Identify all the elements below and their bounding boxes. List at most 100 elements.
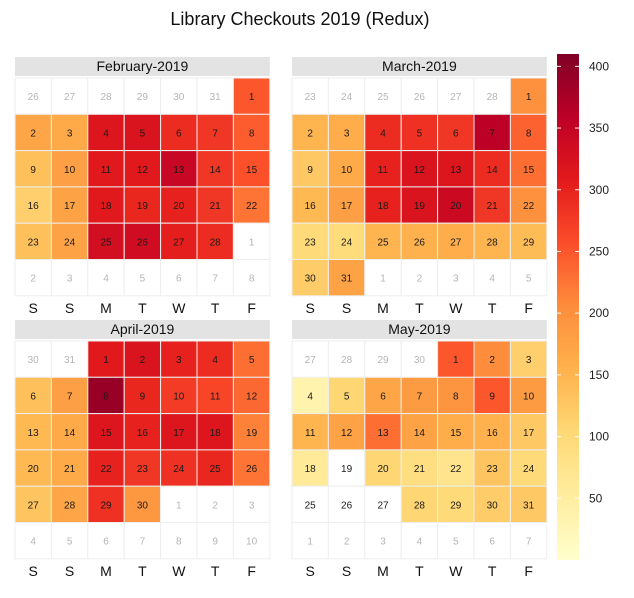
day-label: 19 — [137, 201, 149, 212]
day-cell — [50, 150, 89, 188]
day-cell — [364, 522, 402, 560]
day-cell — [327, 522, 366, 560]
colorbar-tick-label: 400 — [589, 59, 609, 73]
day-label: 1 — [453, 355, 459, 366]
day-label: 15 — [100, 428, 112, 439]
day-label: 2 — [307, 128, 313, 139]
colorbar-gradient — [557, 54, 579, 560]
day-label: 14 — [210, 165, 222, 176]
day-cell — [437, 77, 475, 115]
day-label: 6 — [30, 391, 36, 402]
day-label: 21 — [64, 464, 76, 475]
day-label: 5 — [453, 537, 459, 548]
day-label: 31 — [341, 274, 353, 285]
day-label: 9 — [212, 537, 218, 548]
day-cell — [473, 522, 511, 560]
day-label: 26 — [341, 500, 353, 511]
day-label: 29 — [450, 500, 462, 511]
colorbar-tick-label: 100 — [589, 430, 609, 444]
day-label: 12 — [137, 165, 149, 176]
day-label: 26 — [246, 464, 258, 475]
day-label: 17 — [173, 428, 185, 439]
day-label: 11 — [305, 428, 316, 439]
day-cell — [232, 340, 271, 378]
panel-strip — [292, 320, 547, 339]
day-label: 23 — [487, 464, 499, 475]
day-cell — [50, 222, 89, 260]
day-cell — [87, 113, 125, 152]
day-label: 27 — [64, 92, 76, 103]
day-label: 26 — [28, 92, 40, 103]
day-label: 3 — [67, 274, 73, 285]
day-label: 18 — [305, 464, 317, 475]
day-label: 13 — [377, 428, 389, 439]
day-cell — [123, 522, 162, 560]
day-label: 7 — [526, 537, 532, 548]
day-cell — [50, 259, 89, 297]
day-label: 5 — [140, 274, 146, 285]
weekday-label: S — [65, 563, 74, 579]
day-label: 1 — [380, 274, 386, 285]
day-label: 14 — [414, 428, 426, 439]
day-label: 28 — [100, 92, 112, 103]
day-label: 8 — [249, 128, 255, 139]
day-cell — [291, 113, 329, 152]
day-cell — [364, 259, 402, 297]
weekday-label: S — [65, 300, 74, 316]
day-label: 5 — [526, 274, 532, 285]
weekday-label: S — [29, 563, 38, 579]
day-cell — [50, 485, 89, 524]
day-cell — [327, 113, 366, 152]
day-label: 15 — [246, 165, 258, 176]
day-label: 31 — [210, 92, 222, 103]
day-cell — [160, 186, 198, 224]
day-cell — [327, 449, 366, 487]
day-label: 3 — [526, 355, 532, 366]
day-cell — [364, 113, 402, 152]
day-cell — [123, 485, 162, 524]
day-label: 22 — [246, 201, 258, 212]
day-cell — [364, 340, 402, 378]
day-cell — [291, 485, 329, 524]
day-label: 3 — [249, 500, 255, 511]
day-label: 9 — [30, 165, 36, 176]
panel-title: April-2019 — [110, 321, 174, 337]
weekday-label: S — [342, 563, 351, 579]
day-label: 4 — [103, 128, 109, 139]
day-label: 27 — [28, 500, 40, 511]
day-label: 6 — [380, 391, 386, 402]
day-cell — [400, 77, 439, 115]
day-label: 29 — [137, 92, 149, 103]
day-cell — [87, 522, 125, 560]
day-cell — [232, 449, 271, 487]
day-label: 14 — [64, 428, 76, 439]
day-cell — [327, 485, 366, 524]
panel-strip — [15, 320, 270, 339]
day-cell — [437, 150, 475, 188]
day-label: 20 — [173, 201, 185, 212]
weekday-label: T — [415, 563, 424, 579]
day-label: 22 — [450, 464, 462, 475]
day-label: 4 — [307, 391, 313, 402]
day-label: 9 — [307, 165, 313, 176]
day-label: 30 — [414, 355, 426, 366]
day-label: 20 — [450, 201, 462, 212]
day-label: 16 — [305, 201, 317, 212]
weekday-label: F — [247, 563, 256, 579]
day-label: 30 — [28, 355, 40, 366]
day-label: 28 — [414, 500, 426, 511]
day-label: 1 — [249, 92, 255, 103]
day-label: 9 — [140, 391, 146, 402]
day-label: 3 — [176, 355, 182, 366]
weekday-label: T — [138, 300, 147, 316]
day-cell — [473, 150, 511, 188]
day-label: 2 — [30, 274, 36, 285]
day-label: 28 — [210, 237, 222, 248]
day-label: 8 — [249, 274, 255, 285]
day-cell — [50, 413, 89, 451]
day-label: 29 — [377, 355, 389, 366]
day-label: 31 — [523, 500, 535, 511]
day-cell — [327, 77, 366, 115]
day-label: 2 — [140, 355, 146, 366]
